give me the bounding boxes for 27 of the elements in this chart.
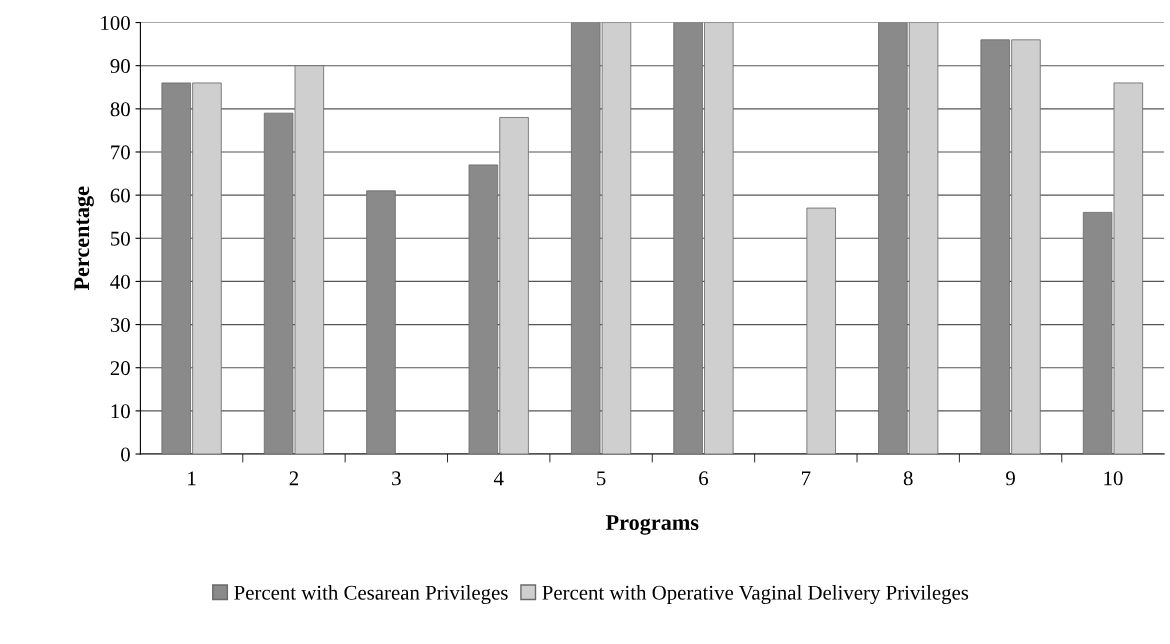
x-tick-label: 3	[392, 471, 401, 486]
legend-label: Percent with Cesarean Privileges	[234, 585, 508, 605]
x-tick-label: 5	[597, 471, 606, 486]
legend-label: Percent with Operative Vaginal Delivery Privileges	[542, 585, 969, 605]
y-tick-label: 30	[110, 317, 130, 333]
y-tick-label: 60	[110, 188, 130, 203]
bar	[366, 190, 396, 455]
y-tick-label: 50	[111, 231, 130, 246]
y-tick-label: 10	[111, 404, 130, 419]
x-tick-label: 1	[188, 471, 196, 486]
y-axis-title: Percentage	[74, 186, 94, 291]
y-tick-label: 100	[101, 15, 130, 30]
x-tick-label: 6	[699, 471, 709, 486]
x-tick-label: 2	[289, 471, 299, 486]
x-tick-label: 10	[1104, 471, 1123, 486]
x-tick-label: 4	[493, 471, 504, 486]
y-tick-label: 90	[110, 59, 130, 74]
x-tick-label: 7	[802, 471, 811, 486]
x-axis-title: Programs	[605, 515, 699, 535]
x-tick-label: 9	[1006, 471, 1015, 486]
y-tick-label: 40	[110, 274, 130, 289]
y-tick-label: 80	[110, 102, 130, 117]
y-tick-label: 70	[111, 145, 130, 160]
y-tick-label: 20	[110, 361, 130, 376]
bar	[806, 207, 836, 455]
y-tick-label: 0	[121, 447, 130, 462]
x-tick-label: 8	[903, 471, 913, 486]
